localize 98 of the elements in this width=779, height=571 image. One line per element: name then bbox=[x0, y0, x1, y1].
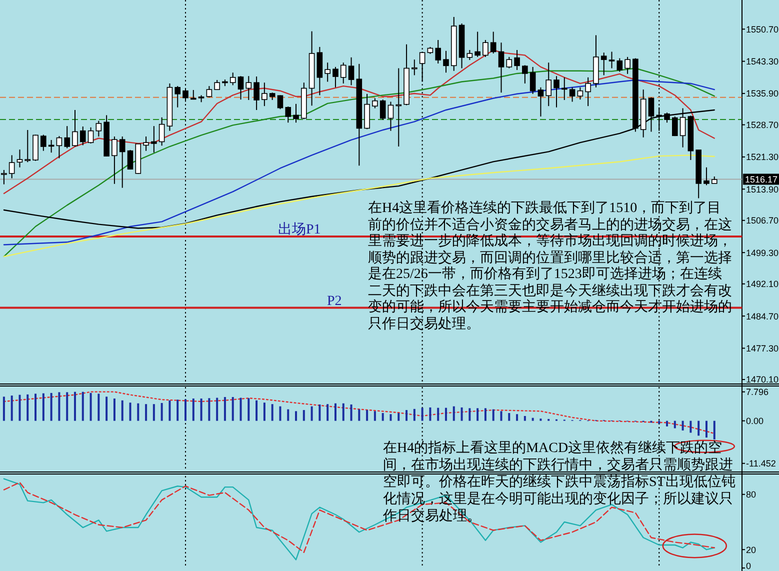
bar bbox=[98, 394, 100, 421]
bar bbox=[256, 400, 258, 421]
bar bbox=[176, 400, 179, 421]
y-tick-label: 1513.90 bbox=[746, 184, 779, 194]
bar bbox=[516, 414, 518, 421]
bar bbox=[374, 411, 376, 421]
y-tick-label: 1470.10 bbox=[746, 374, 779, 385]
bar bbox=[484, 408, 486, 421]
bar bbox=[106, 396, 108, 421]
y-tick-label: 1535.90 bbox=[746, 88, 779, 99]
y-tick-label: 1484.70 bbox=[746, 311, 779, 322]
bar bbox=[500, 411, 502, 421]
bar bbox=[310, 406, 313, 421]
bar bbox=[184, 399, 186, 421]
bar bbox=[295, 411, 298, 421]
bar bbox=[429, 407, 432, 421]
bar bbox=[10, 396, 13, 421]
y-tick-label: 1521.30 bbox=[746, 152, 779, 162]
bar bbox=[137, 403, 140, 421]
bar bbox=[705, 420, 708, 438]
bar bbox=[366, 410, 368, 421]
bar bbox=[326, 404, 329, 421]
y-tick-label: 7.796 bbox=[746, 387, 769, 398]
y-tick-label: 1543.30 bbox=[746, 56, 779, 66]
bar bbox=[58, 392, 60, 421]
line-series bbox=[3, 391, 715, 434]
bar bbox=[208, 398, 210, 421]
bar bbox=[224, 397, 226, 421]
bar bbox=[342, 403, 344, 421]
bar bbox=[240, 398, 242, 421]
y-tick-label: 0.00 bbox=[746, 416, 764, 426]
bar bbox=[216, 398, 218, 421]
y-tick-label: 20 bbox=[746, 544, 756, 555]
bar bbox=[674, 420, 676, 428]
ref-line-label: 出场P1 bbox=[278, 221, 321, 238]
bar bbox=[690, 420, 692, 433]
bar bbox=[263, 402, 266, 421]
bar bbox=[152, 404, 155, 421]
bar bbox=[406, 410, 408, 421]
bar bbox=[302, 410, 305, 421]
bar bbox=[90, 392, 92, 421]
ref-line-label: P2 bbox=[327, 294, 342, 309]
bar bbox=[390, 414, 392, 421]
bar bbox=[382, 413, 384, 421]
bar bbox=[2, 396, 5, 421]
bar bbox=[492, 409, 494, 421]
bar bbox=[358, 409, 360, 421]
bar bbox=[34, 394, 37, 421]
bar bbox=[437, 408, 440, 421]
y-tick-label: 1528.70 bbox=[746, 120, 779, 130]
y-tick-label: -11.452 bbox=[746, 458, 776, 469]
bar bbox=[279, 406, 282, 421]
bar bbox=[129, 402, 132, 421]
y-tick-label: 1550.70 bbox=[746, 24, 779, 34]
bar bbox=[421, 408, 424, 421]
y-tick-label: 1499.30 bbox=[746, 248, 779, 258]
bar bbox=[682, 420, 684, 430]
bar bbox=[113, 398, 116, 421]
bar bbox=[398, 413, 400, 421]
bar bbox=[66, 392, 68, 421]
bar bbox=[50, 392, 52, 421]
bar bbox=[452, 406, 455, 421]
ref-line-label: 1516.17 bbox=[745, 174, 778, 184]
y-tick-label: 1492.10 bbox=[746, 279, 779, 290]
bar bbox=[318, 404, 321, 421]
bar bbox=[82, 392, 84, 421]
bar bbox=[200, 398, 202, 421]
bar bbox=[666, 420, 668, 426]
bar bbox=[287, 409, 290, 421]
y-tick-label: 1506.70 bbox=[746, 216, 779, 226]
bar bbox=[145, 404, 148, 421]
bar bbox=[532, 418, 534, 421]
bar bbox=[524, 416, 526, 421]
bar bbox=[413, 408, 416, 421]
bar bbox=[248, 398, 250, 421]
bar bbox=[658, 420, 660, 424]
y-tick-label: 1477.30 bbox=[746, 343, 779, 354]
bar bbox=[698, 420, 700, 436]
bar bbox=[713, 420, 716, 440]
bar bbox=[468, 408, 471, 421]
bar bbox=[508, 413, 510, 421]
bar bbox=[26, 394, 29, 421]
bar bbox=[460, 407, 463, 421]
bar bbox=[18, 394, 21, 421]
bar bbox=[476, 408, 479, 421]
bar bbox=[271, 404, 274, 421]
bar bbox=[232, 397, 234, 421]
bar bbox=[168, 400, 171, 421]
y-tick-label: 80 bbox=[746, 490, 756, 500]
bar bbox=[444, 408, 447, 421]
bar bbox=[42, 393, 44, 421]
bar bbox=[350, 404, 352, 421]
y-tick-label: 0 bbox=[746, 561, 752, 571]
bar bbox=[121, 400, 124, 421]
bar bbox=[74, 392, 76, 421]
bar bbox=[192, 398, 194, 421]
bar bbox=[160, 402, 163, 421]
bar bbox=[334, 403, 336, 421]
